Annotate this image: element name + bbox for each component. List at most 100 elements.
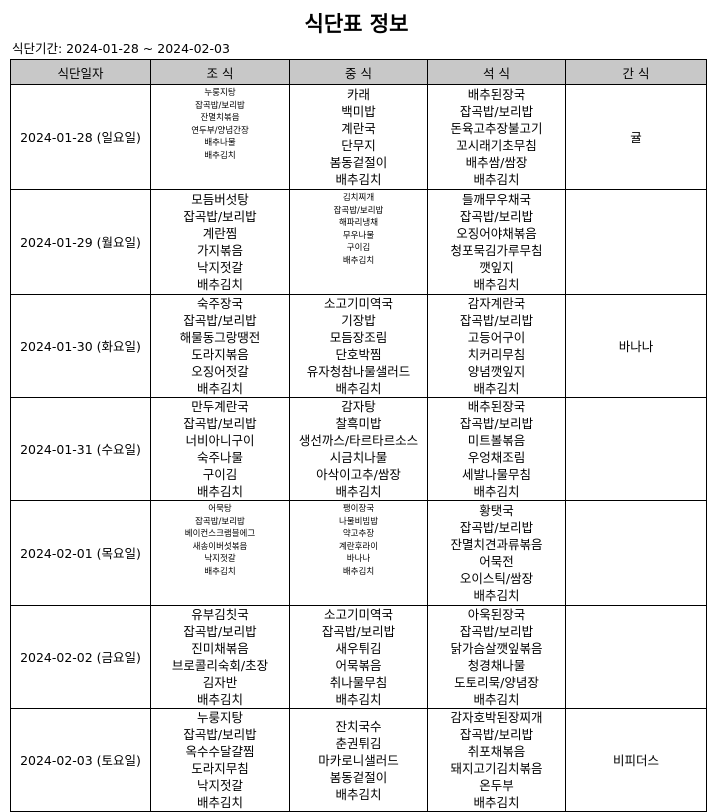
menu-item: 들깨무우채국 — [461, 192, 531, 207]
menu-item: 꼬시래기초무침 — [456, 138, 537, 153]
header-dinner: 석 식 — [427, 59, 566, 85]
lunch-cell: 카래 백미밥 계란국 단무지 봄동겉절이 배추김치 — [289, 84, 428, 190]
menu-item: 배추김치 — [335, 381, 382, 396]
menu-item: 오징어야채볶음 — [456, 226, 537, 241]
snack-cell — [565, 605, 707, 709]
menu-item: 취포채볶음 — [467, 744, 526, 759]
breakfast-cell: 유부김칫국 잡곡밥/보리밥 진미채볶음 브로콜리숙회/초장 김자반 배추김치 — [150, 605, 290, 709]
dinner-cell: 감자계란국 잡곡밥/보리밥 고등어구이 치커리무침 양념깻잎지 배추김치 — [427, 294, 566, 398]
menu-item: 유자청참나물샐러드 — [306, 364, 411, 379]
menu-item: 백미밥 — [341, 104, 376, 119]
menu-item: 모듬장조림 — [329, 330, 388, 345]
header-date: 식단일자 — [10, 59, 151, 85]
menu-item: 잡곡밥/보리밥 — [459, 520, 534, 535]
menu-item: 잡곡밥/보리밥 — [183, 209, 257, 224]
menu-item: 바나나 — [346, 554, 371, 564]
menu-item: 배추김치 — [335, 172, 382, 187]
menu-item: 마카로니샐러드 — [318, 752, 399, 768]
menu-item: 청포묵김가루무침 — [450, 243, 543, 258]
lunch-cell: 팽이장국 나물비빔밥 약고추장 계란후라이 바나나 배추김치 — [289, 500, 428, 606]
menu-item: 김자반 — [202, 675, 238, 690]
menu-item: 배추김치 — [204, 566, 236, 577]
breakfast-cell: 숙주장국 잡곡밥/보리밥 해물동그랑땡전 도라지볶음 오징어젓갈 배추김치 — [150, 294, 290, 398]
menu-item: 기장밥 — [341, 313, 376, 328]
menu-item: 아욱된장국 — [467, 607, 526, 622]
menu-item: 잡곡밥/보리밥 — [183, 624, 257, 639]
menu-item: 카래 — [346, 87, 370, 102]
menu-item: 배추김치 — [335, 692, 382, 707]
menu-item: 구이김 — [346, 243, 371, 253]
dinner-cell: 들깨무우채국 잡곡밥/보리밥 오징어야채볶음 청포묵김가루무침 깻잎지 배추김치 — [427, 189, 566, 295]
menu-item: 너비아니구이 — [185, 433, 255, 448]
menu-item: 해물동그랑땡전 — [179, 330, 261, 345]
menu-item: 배추된장국 — [467, 399, 526, 414]
menu-item: 진미채볶음 — [191, 641, 249, 656]
menu-item: 배추나물 — [204, 138, 236, 148]
menu-item: 생선까스/타르타르소스 — [298, 433, 419, 448]
menu-item: 낙지젓갈 — [204, 554, 236, 564]
menu-item: 단호박찜 — [335, 347, 382, 362]
menu-item: 잡곡밥/보리밥 — [459, 104, 534, 119]
menu-item: 감자호박된장찌개 — [450, 710, 543, 725]
menu-item: 황탯국 — [479, 503, 514, 518]
meal-date: 2024-01-28 (일요일) — [10, 84, 151, 190]
meal-date: 2024-01-29 (월요일) — [10, 189, 151, 295]
breakfast-cell: 만두계란국 잡곡밥/보리밥 너비아니구이 숙주나물 구이김 배추김치 — [150, 397, 290, 501]
menu-item: 잡곡밥/보리밥 — [459, 727, 534, 742]
menu-item: 베이컨스크램블에그 — [184, 529, 256, 539]
menu-item: 미트볼볶음 — [467, 433, 526, 448]
menu-item: 배추김치 — [196, 795, 243, 810]
dinner-cell: 아욱된장국 잡곡밥/보리밥 닭가슴살깻잎볶음 청경채나물 도토리묵/양념장 배추김치 — [427, 605, 566, 709]
header-snack: 간 식 — [565, 59, 707, 85]
meal-table: 식단일자 조 식 중 식 석 식 간 식 2024-01-28 (일요일) 누룽지… — [10, 59, 707, 812]
menu-item: 소고기미역국 — [323, 296, 393, 311]
table-row: 2024-01-31 (수요일) 만두계란국 잡곡밥/보리밥 너비아니구이 숙주나물 구이… — [10, 397, 707, 501]
menu-item: 어묵탕 — [208, 504, 232, 514]
menu-item: 잔멸치견과류볶음 — [450, 537, 543, 552]
menu-item: 배추김치 — [335, 484, 382, 499]
menu-item: 춘권튀김 — [335, 735, 382, 751]
table-row: 2024-02-02 (금요일) 유부김칫국 잡곡밥/보리밥 진미채볶음 브로콜리숙회/… — [10, 605, 707, 709]
menu-item: 무우나물 — [342, 230, 375, 241]
menu-item: 고등어구이 — [467, 330, 526, 345]
meal-date: 2024-01-30 (화요일) — [10, 294, 151, 398]
menu-item: 치커리무침 — [467, 347, 526, 362]
menu-item: 오이스틱/쌈장 — [459, 571, 534, 586]
breakfast-cell: 모듬버섯탕 잡곡밥/보리밥 계란찜 가지볶음 낙지젓갈 배추김치 — [150, 189, 290, 295]
menu-item: 배추김치 — [473, 692, 520, 707]
menu-item: 봄동겉절이 — [329, 769, 388, 785]
menu-item: 배추쌈/쌈장 — [465, 155, 528, 170]
menu-item: 구이김 — [202, 467, 238, 482]
menu-item: 유부김칫국 — [191, 607, 249, 622]
menu-item: 배추김치 — [473, 277, 520, 292]
menu-item: 도라지볶음 — [191, 347, 249, 362]
header-lunch: 중 식 — [289, 59, 428, 85]
menu-item: 계란후라이 — [338, 541, 379, 552]
meal-period: 식단기간: 2024-01-28 ~ 2024-02-03 — [12, 41, 230, 56]
menu-item: 잡곡밥/보리밥 — [321, 624, 396, 639]
menu-item: 우엉채조림 — [467, 450, 526, 465]
menu-item: 모듬버섯탕 — [191, 192, 249, 207]
menu-item: 잡곡밥/보리밥 — [183, 416, 257, 431]
menu-item: 취나물무침 — [329, 675, 388, 690]
table-row: 2024-01-29 (월요일) 모듬버섯탕 잡곡밥/보리밥 계란찜 가지볶음 낙지젓갈 배… — [10, 189, 707, 295]
breakfast-cell: 어묵탕 잡곡밥/보리밥 베이컨스크램블에그 새송이버섯볶음 낙지젓갈 배추김치 — [150, 500, 290, 606]
menu-item: 김치찌개 — [342, 193, 375, 203]
menu-item: 온두부 — [479, 778, 514, 793]
menu-item: 연두부/양념간장 — [191, 125, 249, 136]
menu-item: 깻잎지 — [479, 260, 514, 275]
menu-item: 돼지고기김치볶음 — [450, 761, 543, 776]
menu-item: 잡곡밥/보리밥 — [183, 313, 257, 328]
table-row: 2024-02-03 (토요일) 누룽지탕 잡곡밥/보리밥 옥수수달걀찜 도라지무침 낙지… — [10, 708, 707, 812]
breakfast-cell: 누룽지탕 잡곡밥/보리밥 옥수수달걀찜 도라지무침 낙지젓갈 배추김치 — [150, 708, 290, 812]
menu-item: 배추된장국 — [467, 87, 526, 102]
lunch-cell: 잔치국수 춘권튀김 마카로니샐러드 봄동겉절이 배추김치 — [289, 708, 428, 812]
menu-item: 닭가슴살깻잎볶음 — [450, 641, 543, 656]
menu-item: 잡곡밥/보리밥 — [459, 313, 534, 328]
menu-item: 잡곡밥/보리밥 — [459, 416, 534, 431]
table-row: 2024-01-30 (화요일) 숙주장국 잡곡밥/보리밥 해물동그랑땡전 도라지볶음 오… — [10, 294, 707, 398]
menu-item: 낙지젓갈 — [196, 260, 243, 275]
menu-item: 세발나물무침 — [461, 467, 531, 482]
snack-cell — [565, 500, 707, 606]
menu-item: 나물비빔밥 — [338, 516, 379, 527]
